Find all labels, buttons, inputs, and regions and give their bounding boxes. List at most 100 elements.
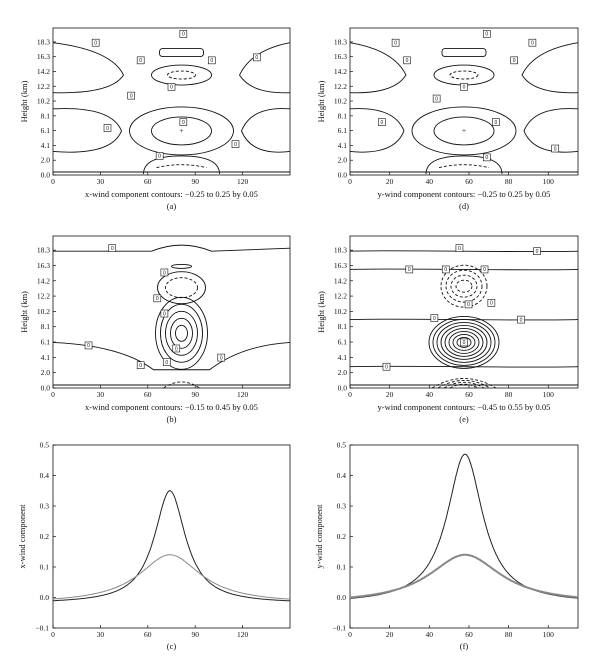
contour-line [425, 155, 503, 175]
contour-value-box [403, 56, 411, 65]
contour-line [349, 42, 407, 94]
contour-value-box [179, 30, 188, 38]
y-tick-label: 12.2 [37, 292, 50, 301]
x-tick-label: 120 [237, 630, 249, 639]
contour-line [428, 315, 500, 369]
contour-value-box [460, 83, 468, 91]
contour-value-label: 0 [175, 346, 178, 352]
line-panel-f: 0 20 40 60 80 100 −0.1 0.0 0.1 0.2 0.3 0.4 0.5 y-wind… [314, 441, 579, 651]
contour-value-box [482, 153, 491, 162]
y-tick-label: 0.4 [40, 471, 50, 480]
x-axis-label: y-wind component contours: −0.45 to 0.55… [378, 402, 551, 412]
contour-line [151, 64, 212, 86]
x-tick-label: 60 [144, 630, 152, 639]
panel-label: (a) [167, 201, 177, 211]
contour-lines: +0 0 0 0 0 0 0 0 0 0 0 [52, 30, 291, 175]
panel-label: (b) [167, 414, 177, 424]
contour-value-box [103, 124, 112, 132]
contour-line [241, 108, 291, 153]
contour-value-label: 0 [163, 311, 166, 317]
contour-value-box [487, 299, 496, 307]
contour-line [443, 381, 485, 389]
contour-line [349, 318, 579, 321]
contour-value-label: 0 [139, 363, 142, 369]
y-tick-label: 4.1 [338, 141, 348, 150]
x-tick-label: 100 [543, 390, 555, 399]
y-tick-label: 8.1 [41, 322, 51, 331]
contour-value-box [460, 338, 468, 347]
x-tick-label: 40 [426, 630, 434, 639]
contour-panel-d: 0 20 40 60 80 100 0.0 2.0 4.1 6.1 8.1 10.2 12.2 14.2 1… [316, 27, 579, 211]
contour-line [143, 155, 220, 175]
y-tick-label: 10.2 [37, 97, 50, 106]
contour-panel-b: 0 30 60 90 120 0.0 2.0 4.1 6.1 8.1 10.2 12.2 14.2 16.… [19, 235, 291, 424]
y-tick-label: 6.1 [338, 338, 348, 347]
center-marker: + [462, 126, 466, 135]
plot-frame [52, 235, 291, 389]
contour-value-label: 0 [485, 32, 488, 38]
contour-line [521, 42, 579, 94]
plot-frame [52, 27, 291, 176]
contour-value-label: 0 [381, 120, 384, 126]
plot-frame [349, 444, 579, 629]
contour-value-box [127, 91, 136, 100]
contour-value-label: 0 [220, 355, 223, 361]
x-tick-label: 80 [505, 177, 513, 186]
contour-value-label: 0 [444, 267, 447, 273]
y-tick-label: 4.1 [41, 353, 51, 362]
y-tick-label: 18.3 [37, 246, 50, 255]
y-tick-label: 12.2 [334, 82, 347, 91]
contour-value-label: 0 [106, 126, 109, 132]
contour-line [52, 108, 122, 153]
contour-value-box [405, 265, 414, 274]
y-tick-label: 14.2 [37, 276, 50, 285]
panel-label: (d) [459, 201, 469, 211]
contour-line [167, 70, 196, 80]
contour-value-label: 0 [234, 142, 237, 148]
y-tick-label: 6.1 [41, 338, 51, 347]
contour-line [163, 381, 200, 389]
contour-line [170, 317, 193, 349]
x-tick-label: 40 [426, 390, 434, 399]
contour-line [160, 303, 203, 363]
y-tick-label: 16.3 [334, 261, 347, 270]
x-tick-label: 30 [97, 177, 105, 186]
x-tick-label: 0 [348, 630, 352, 639]
y-tick-label: 6.1 [338, 126, 348, 135]
contour-value-label: 0 [156, 296, 159, 302]
y-tick-label: 0.3 [40, 502, 50, 511]
y-tick-label: 14.2 [334, 67, 347, 76]
y-tick-label: 0.3 [337, 502, 347, 511]
contour-line [449, 70, 479, 80]
x-tick-label: 120 [237, 177, 249, 186]
y-tick-label: 0.0 [41, 171, 51, 180]
contour-line [165, 277, 198, 299]
contour-value-label: 0 [520, 317, 523, 323]
contour-line [436, 321, 492, 363]
x-tick-label: 20 [386, 630, 394, 639]
contour-value-box [172, 344, 181, 353]
y-axis-label: Height (km) [316, 80, 326, 122]
contour-line [452, 333, 476, 351]
contour-line [349, 108, 405, 153]
contour-value-label: 0 [463, 85, 466, 91]
contour-value-box [108, 244, 117, 252]
contour-line [175, 324, 188, 342]
contour-line [151, 116, 212, 146]
x-tick-label: 60 [465, 630, 473, 639]
contour-line [159, 48, 204, 58]
contour-value-box [91, 38, 100, 47]
contour-value-label: 0 [87, 343, 90, 349]
contour-value-box [510, 56, 518, 65]
contour-value-box [207, 56, 216, 65]
contour-value-box [160, 309, 169, 318]
y-tick-label: 0.2 [337, 532, 347, 541]
x-tick-label: 120 [237, 390, 249, 399]
contour-value-label: 0 [435, 96, 438, 102]
panel-label: (e) [459, 414, 469, 424]
contour-value-box [231, 140, 240, 148]
contour-value-box [480, 265, 489, 274]
y-tick-label: 10.2 [334, 97, 347, 106]
y-tick-label: 10.2 [334, 307, 347, 316]
x-tick-label: 90 [191, 177, 199, 186]
